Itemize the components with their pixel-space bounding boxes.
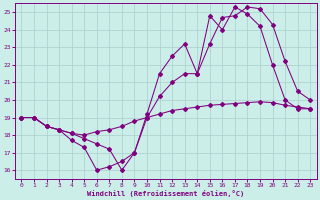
X-axis label: Windchill (Refroidissement éolien,°C): Windchill (Refroidissement éolien,°C) xyxy=(87,190,244,197)
